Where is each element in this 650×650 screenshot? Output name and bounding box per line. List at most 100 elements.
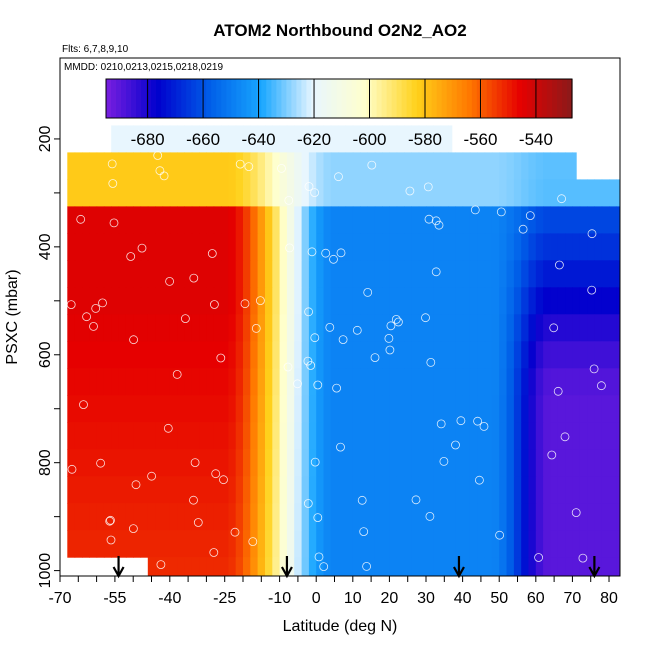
heatmap-cell <box>125 206 134 234</box>
heatmap-cell <box>169 422 178 450</box>
heatmap-cell <box>250 287 259 315</box>
colorbar-tick-label: -560 <box>463 130 497 149</box>
heatmap-cell <box>477 422 486 450</box>
heatmap-cell <box>118 395 127 423</box>
heatmap-cell <box>221 233 229 261</box>
observation-point <box>384 333 394 343</box>
colorbar-segment <box>266 79 272 118</box>
heatmap-cell <box>543 341 551 369</box>
heatmap-cell <box>184 233 193 261</box>
heatmap-cell <box>601 314 610 342</box>
heatmap-cell <box>440 368 449 396</box>
observation-point <box>495 530 505 540</box>
heatmap-cell <box>448 530 456 558</box>
heatmap-cell <box>557 368 566 396</box>
observation-point <box>357 495 367 505</box>
heatmap-cell <box>579 287 588 315</box>
heatmap-cell <box>147 206 156 234</box>
heatmap-cell <box>184 179 193 207</box>
heatmap-cell <box>74 368 83 396</box>
heatmap-cell <box>601 449 610 477</box>
heatmap-cell <box>286 476 295 504</box>
x-tick-label: -70 <box>48 590 71 607</box>
heatmap-cell <box>147 125 156 153</box>
heatmap-cell <box>557 476 566 504</box>
heatmap-cell <box>338 449 347 477</box>
heatmap-cell <box>513 449 522 477</box>
heatmap-cell <box>147 368 156 396</box>
observation-point <box>363 287 373 297</box>
observation-point <box>96 458 105 468</box>
heatmap-cell <box>111 476 120 504</box>
heatmap-cell <box>374 233 383 261</box>
colorbar-segment <box>552 79 558 118</box>
heatmap-cell <box>499 557 508 576</box>
heatmap-cell <box>418 152 427 180</box>
heatmap-cell <box>89 314 98 342</box>
heatmap-cell <box>469 503 478 531</box>
heatmap-cell <box>477 233 486 261</box>
heatmap-cell <box>169 179 178 207</box>
heatmap-cell <box>338 422 347 450</box>
heatmap-cell <box>587 422 595 450</box>
heatmap-cell <box>265 530 273 558</box>
heatmap-cell <box>616 260 620 288</box>
heatmap-cell <box>177 476 185 504</box>
heatmap-cell <box>111 530 120 558</box>
heatmap-cell <box>521 206 530 234</box>
heatmap-cell <box>213 206 222 234</box>
heatmap-cell <box>338 125 347 153</box>
heatmap-cell <box>352 206 361 234</box>
heatmap-cell <box>491 233 500 261</box>
heatmap-cell <box>360 422 368 450</box>
heatmap-cell <box>477 476 486 504</box>
heatmap-cell <box>243 557 251 576</box>
heatmap-cell <box>67 287 76 315</box>
heatmap-cell <box>82 449 90 477</box>
heatmap-cell <box>82 152 90 180</box>
heatmap-cell <box>609 476 617 504</box>
heatmap-cell <box>426 341 434 369</box>
heatmap-cell <box>572 557 581 576</box>
heatmap-cell <box>506 449 515 477</box>
heatmap-cell <box>404 206 412 234</box>
heatmap-cell <box>411 395 420 423</box>
heatmap-cell <box>477 260 486 288</box>
observation-point <box>405 186 415 196</box>
heatmap-cell <box>396 422 405 450</box>
heatmap-cell <box>338 503 347 531</box>
heatmap-cell <box>155 125 164 153</box>
heatmap-cell <box>140 341 149 369</box>
heatmap-cell <box>279 260 288 288</box>
heatmap-cell <box>579 449 588 477</box>
heatmap-cell <box>535 449 544 477</box>
heatmap-cell <box>572 260 581 288</box>
heatmap-cell <box>616 341 620 369</box>
heatmap-cell <box>162 476 171 504</box>
heatmap-cell <box>155 503 164 531</box>
heatmap-cell <box>279 368 288 396</box>
heatmap-cell <box>316 557 325 576</box>
heatmap-cell <box>499 152 508 180</box>
colorbar-tick-label: -660 <box>186 130 220 149</box>
heatmap-cell <box>140 125 149 153</box>
heatmap-cell <box>206 422 215 450</box>
heatmap-cell <box>111 341 120 369</box>
observation-point <box>106 515 115 525</box>
heatmap-cell <box>411 368 420 396</box>
heatmap-cell <box>184 503 193 531</box>
heatmap-cell <box>228 152 237 180</box>
heatmap-cell <box>477 503 486 531</box>
observation-point <box>470 205 480 215</box>
heatmap-cell <box>308 179 317 207</box>
heatmap-cell <box>118 530 127 558</box>
heatmap-cell <box>301 530 310 558</box>
heatmap-cell <box>82 260 90 288</box>
heatmap-cell <box>426 422 434 450</box>
heatmap-cell <box>557 314 566 342</box>
heatmap-cell <box>448 152 456 180</box>
heatmap-cell <box>587 341 595 369</box>
heatmap-cell <box>506 341 515 369</box>
heatmap-cell <box>221 341 229 369</box>
colorbar-segment <box>166 79 172 118</box>
